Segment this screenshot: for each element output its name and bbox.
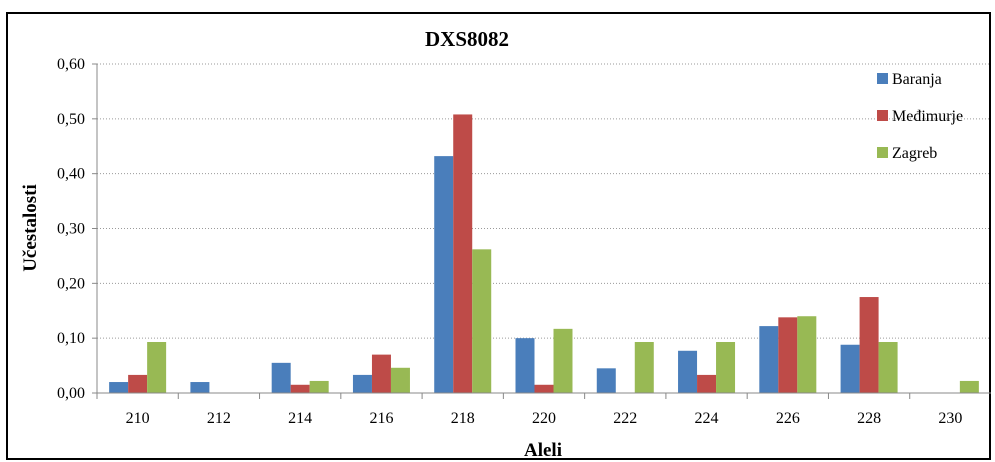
y-tick-label: 0,20	[57, 275, 85, 292]
legend-label: Međimurje	[892, 108, 963, 125]
bar	[878, 342, 898, 393]
bar	[515, 338, 535, 393]
bar	[352, 374, 372, 393]
y-tick-label: 0,30	[57, 221, 85, 238]
x-axis-label: Aleli	[524, 440, 562, 461]
y-tick-label: 0,00	[57, 385, 85, 402]
bar	[271, 362, 291, 393]
y-tick-label: 0,40	[57, 166, 85, 183]
bar	[434, 156, 454, 393]
x-axis-ticks: 210 212 214 216 218 220 222 224 226 228 230	[96, 393, 962, 427]
chart-title: DXS8082	[425, 27, 509, 51]
x-tick-label: 220	[532, 410, 556, 427]
bar	[472, 249, 492, 393]
y-tick-label: 0,60	[57, 56, 85, 73]
y-axis-label: Učestalosti	[20, 184, 41, 272]
bar	[840, 344, 860, 393]
chart-frame	[6, 12, 991, 460]
x-tick-label: 212	[207, 410, 231, 427]
legend: Baranja Međimurje Zagreb	[877, 71, 963, 162]
bar	[290, 384, 310, 393]
legend-label: Zagreb	[892, 145, 937, 162]
bar	[390, 367, 410, 393]
bar	[596, 368, 616, 393]
bar	[128, 374, 148, 393]
bar	[109, 382, 129, 393]
x-tick-label: 216	[369, 410, 393, 427]
x-tick-label: 218	[451, 410, 475, 427]
bar	[371, 354, 391, 393]
x-tick-label: 226	[776, 410, 800, 427]
legend-swatch	[877, 73, 888, 84]
gridlines	[97, 63, 991, 339]
bar	[147, 342, 167, 393]
x-tick-label: 210	[126, 410, 150, 427]
bar	[634, 342, 654, 393]
y-tick-label: 0,50	[57, 111, 85, 128]
bar	[553, 328, 573, 393]
y-tick-label: 0,10	[57, 330, 85, 347]
bar	[778, 317, 798, 393]
bar	[859, 297, 879, 393]
bar	[959, 380, 979, 393]
x-tick-label: 222	[613, 410, 637, 427]
bar	[716, 342, 736, 393]
y-axis-ticks: 0,00 0,10 0,20 0,30 0,40 0,50 0,60	[57, 56, 97, 402]
bar	[534, 384, 554, 393]
bar	[190, 382, 210, 393]
bar	[453, 114, 473, 394]
x-tick-label: 228	[857, 410, 881, 427]
legend-label: Baranja	[892, 71, 942, 88]
bar	[697, 374, 717, 393]
legend-swatch	[877, 110, 888, 121]
bar	[797, 316, 817, 393]
bar	[678, 350, 698, 393]
x-tick-label: 214	[288, 410, 312, 427]
legend-swatch	[877, 147, 888, 158]
bar	[309, 380, 329, 393]
x-tick-label: 224	[695, 410, 719, 427]
bars	[109, 114, 979, 394]
bar	[759, 326, 779, 393]
x-tick-label: 230	[938, 410, 962, 427]
